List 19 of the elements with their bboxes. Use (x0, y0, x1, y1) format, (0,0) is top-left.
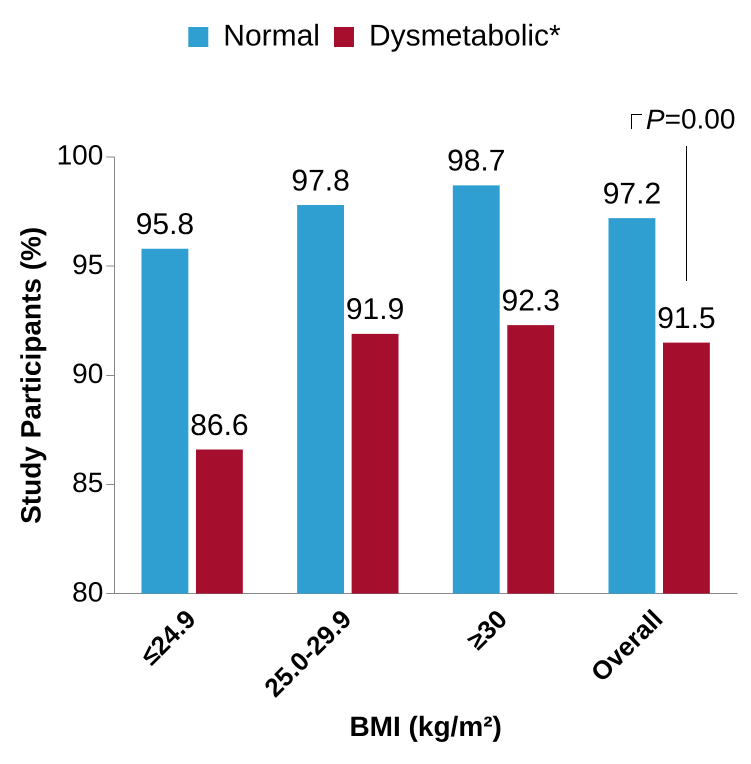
legend-label: Normal (223, 19, 320, 52)
data-label: 91.9 (346, 293, 404, 326)
data-label: 92.3 (502, 284, 560, 318)
y-axis-title: Study Participants (%) (16, 226, 47, 524)
x-axis-title: BMI (kg/m²) (349, 710, 502, 742)
y-tick-label: 90 (72, 358, 104, 390)
data-label: 95.8 (136, 208, 194, 241)
data-label: 98.7 (447, 144, 506, 178)
y-tick-label: 95 (72, 248, 104, 280)
text: P=0.00 (646, 104, 736, 135)
y-tick-label: 80 (72, 576, 104, 608)
data-label: 97.8 (291, 164, 350, 198)
data-label: 91.5 (657, 302, 716, 335)
y-tick-label: 100 (56, 140, 104, 171)
data-label: 97.2 (602, 177, 662, 210)
legend-label: Dysmetabolic* (368, 19, 562, 52)
data-label: 86.6 (190, 408, 249, 442)
y-tick-label: 85 (72, 467, 104, 498)
x-tick-label: ≥30 (461, 604, 513, 656)
